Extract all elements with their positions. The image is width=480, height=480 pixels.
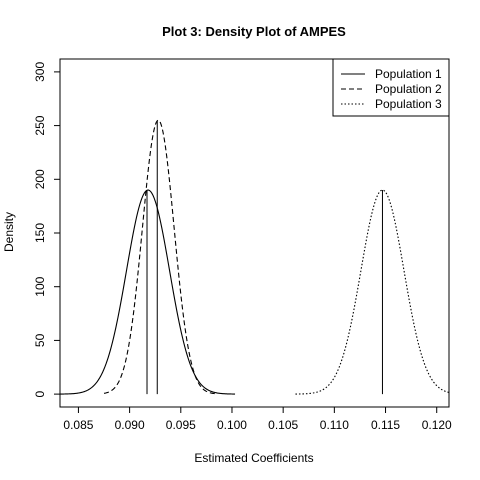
- x-tick-label: 0.085: [63, 418, 93, 432]
- x-tick-label: 0.115: [371, 418, 400, 432]
- y-axis-label: Density: [2, 212, 16, 252]
- series-line-2: [103, 119, 217, 395]
- series-line-1: [59, 189, 236, 395]
- series-line-3: [295, 189, 450, 395]
- y-tick-label: 150: [33, 223, 47, 243]
- x-tick-label: 0.100: [217, 418, 247, 432]
- x-tick-label: 0.090: [115, 418, 145, 432]
- y-tick-label: 50: [33, 333, 47, 347]
- legend-label-2: Population 2: [375, 82, 442, 96]
- x-tick-label: 0.095: [166, 418, 196, 432]
- legend-label-1: Population 1: [375, 67, 442, 81]
- chart-title: Plot 3: Density Plot of AMPES: [162, 24, 346, 39]
- y-tick-label: 300: [33, 62, 47, 82]
- legend-box: [332, 58, 450, 117]
- x-axis-label: Estimated Coefficients: [194, 451, 313, 465]
- x-tick-label: 0.110: [320, 418, 349, 432]
- y-tick-label: 100: [33, 276, 47, 296]
- x-tick-label: 0.120: [422, 418, 452, 432]
- x-tick-label: 0.105: [268, 418, 298, 432]
- y-axis: 0 50 100 150 200 250 300: [33, 62, 60, 397]
- y-tick-label: 0: [33, 390, 47, 397]
- series-layer: [59, 119, 450, 395]
- y-tick-label: 250: [33, 115, 47, 135]
- y-tick-label: 200: [33, 169, 47, 189]
- legend-label-3: Population 3: [375, 97, 442, 111]
- x-axis: 0.085 0.090 0.095 0.100 0.105 0.110 0.115 0.120: [63, 407, 452, 432]
